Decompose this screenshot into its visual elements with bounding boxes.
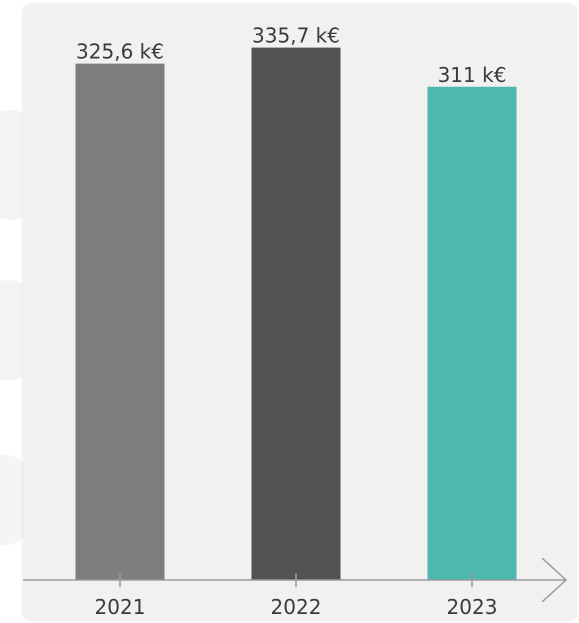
bar-2021 <box>75 63 165 580</box>
x-axis-arrow-icon <box>541 557 568 603</box>
value-label-2022: 335,7 k€ <box>252 24 340 48</box>
x-axis <box>23 557 568 603</box>
value-label-2021: 325,6 k€ <box>76 40 164 64</box>
tick-label-2023: 2023 <box>447 595 498 619</box>
tick-label-2021: 2021 <box>95 595 146 619</box>
bar-2023 <box>427 86 517 581</box>
x-axis-ticks <box>119 573 473 587</box>
x-axis-tick-labels: 2021 2022 2023 <box>95 595 498 619</box>
tick-label-2022: 2022 <box>271 595 322 619</box>
bar-2022 <box>251 47 341 581</box>
value-labels-group: 325,6 k€ 335,7 k€ 311 k€ <box>76 24 506 87</box>
value-label-2023: 311 k€ <box>438 63 507 87</box>
bars-group <box>75 47 517 581</box>
